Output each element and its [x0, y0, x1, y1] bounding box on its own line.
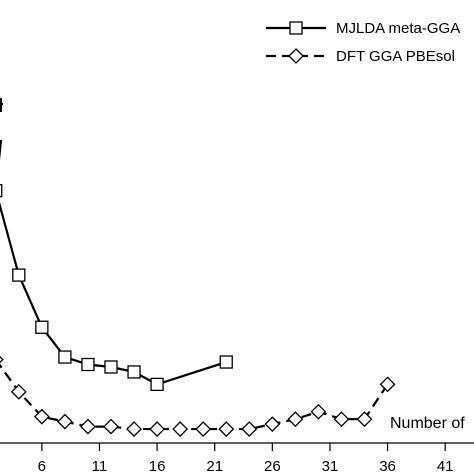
dft-gga-pbesol-point [195, 421, 212, 438]
mjlda-meta-gga-point [12, 268, 26, 282]
x-tick-label: 36 [379, 458, 396, 474]
mjlda-meta-gga-entry-segment [0, 139, 3, 161]
dft-gga-pbesol-point [80, 418, 96, 435]
dft-gga-pbesol-point [172, 421, 189, 438]
dft-gga-pbesol-point [56, 413, 73, 430]
dft-gga-pbesol-point [241, 421, 258, 438]
dft-gga-pbesol-point [333, 411, 350, 428]
dft-gga-pbesol-line [0, 363, 389, 431]
x-tick-label: 31 [322, 458, 339, 474]
mjlda-meta-gga-point [81, 357, 95, 372]
legend-marker [289, 21, 303, 35]
mjlda-meta-gga-point [104, 360, 118, 374]
mjlda-meta-gga-point [127, 365, 141, 379]
dft-gga-pbesol-point [264, 416, 281, 433]
dft-gga-pbesol-point [126, 421, 142, 438]
mjlda-meta-gga-point [0, 183, 3, 198]
dft-gga-pbesol-point [310, 403, 327, 420]
x-tick-label: 21 [206, 458, 223, 474]
x-axis-label: Number of [390, 415, 465, 432]
dft-gga-pbesol-point [356, 411, 373, 428]
x-tick-label: 11 [92, 458, 108, 474]
legend-label: DFT GGA PBEsol [336, 48, 455, 65]
legend-marker [288, 48, 304, 64]
dft-gga-pbesol-point [218, 421, 235, 438]
dft-gga-pbesol-point [379, 376, 396, 393]
dft-gga-pbesol-point [103, 418, 119, 435]
mjlda-meta-gga-series [0, 139, 233, 392]
mjlda-meta-gga-point [58, 350, 72, 364]
x-tick-label: 26 [264, 458, 281, 474]
mjlda-meta-gga-point [35, 320, 49, 334]
x-tick-label: 41 [437, 458, 454, 474]
legend-item-mjlda-meta-gga: MJLDA meta-GGA [266, 20, 460, 37]
x-tick-label: 16 [149, 458, 166, 474]
dft-gga-pbesol-series [0, 355, 396, 438]
x-tick-label: 6 [38, 458, 46, 474]
legend-label: MJLDA meta-GGA [336, 20, 460, 37]
mjlda-meta-gga-line [0, 201, 227, 386]
mjlda-meta-gga-point [150, 377, 164, 392]
dft-gga-pbesol-point [33, 408, 50, 425]
x-axis: 6 11 16 21 26 31 36 41 [0, 442, 474, 474]
dft-gga-pbesol-point [0, 355, 4, 364]
dft-gga-pbesol-point [10, 383, 27, 400]
mjlda-meta-gga-point [219, 355, 233, 369]
legend: MJLDA meta-GGA DFT GGA PBEsol [266, 20, 460, 65]
legend-item-dft-gga-pbesol: DFT GGA PBEsol [266, 48, 455, 65]
dft-gga-pbesol-point [287, 411, 304, 428]
dft-gga-pbesol-point [149, 421, 166, 438]
series-layer [0, 98, 396, 438]
